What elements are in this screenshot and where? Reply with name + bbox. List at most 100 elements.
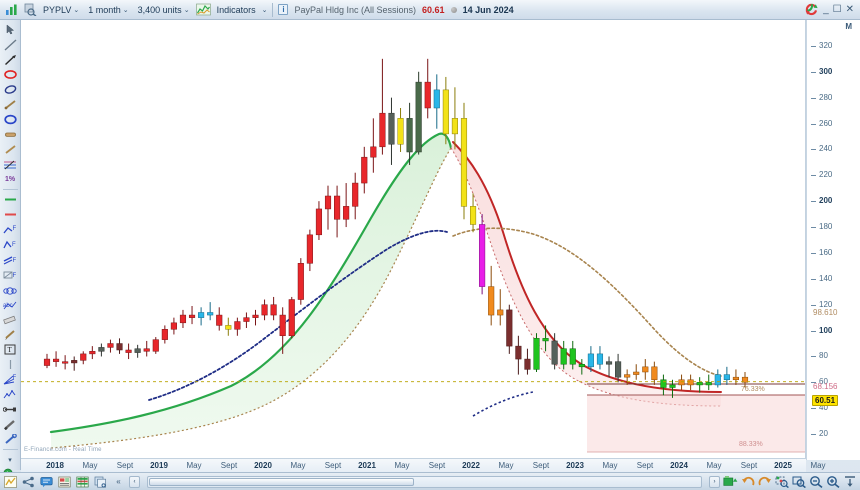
symbol-search-icon[interactable]	[22, 2, 37, 17]
fib-retracement-tool[interactable]	[1, 157, 20, 172]
price-axis[interactable]: M 320 300 280 260 240 220 200 180 160 140 120 100 80…	[806, 20, 860, 460]
chevron-down-icon[interactable]: ⌄	[261, 6, 268, 14]
candle-body	[633, 371, 640, 375]
horizontal-scrollbar[interactable]	[147, 475, 702, 488]
scroll-right-button[interactable]: ›	[709, 475, 720, 488]
candle-body	[370, 146, 377, 158]
zoom-region-icon[interactable]	[791, 475, 806, 489]
gann-f-tool[interactable]: F	[1, 267, 20, 282]
zoom-select-icon[interactable]	[774, 475, 789, 489]
info-icon[interactable]: i	[278, 4, 289, 15]
price-tick-mark	[811, 201, 816, 203]
anchor-tool[interactable]	[1, 402, 20, 417]
ma-navy-dotted-curve	[148, 229, 448, 401]
candle-body	[479, 224, 486, 287]
channel-f-tool[interactable]: F	[1, 252, 20, 267]
undo-icon[interactable]	[740, 475, 755, 489]
date-axis-month-label: May	[706, 461, 722, 470]
pencil-tool[interactable]	[1, 327, 20, 342]
fib-fan-tool[interactable]: F	[1, 372, 20, 387]
cursor-tool[interactable]	[1, 22, 20, 37]
date-axis-year-label: 2025	[774, 461, 792, 470]
table-icon[interactable]	[75, 475, 90, 489]
ray-tool[interactable]	[1, 97, 20, 112]
price-tick-mark	[811, 123, 816, 125]
candle-body	[488, 286, 495, 316]
indicators-menu[interactable]: Indicators	[214, 4, 259, 16]
candle-body	[179, 314, 187, 324]
circle-blue-tool[interactable]	[1, 112, 20, 127]
scrollbar-thumb[interactable]	[149, 477, 415, 486]
wrench-tool[interactable]	[1, 432, 20, 447]
ellipse-red-tool[interactable]	[1, 67, 20, 82]
collapse-toolbar-button[interactable]: «	[116, 477, 121, 486]
fork-f2-tool[interactable]: F	[1, 237, 20, 252]
candle-body	[225, 325, 232, 330]
candle-body	[288, 299, 295, 337]
candle-body	[524, 358, 531, 370]
green-line-tool[interactable]	[1, 192, 20, 207]
candle-body	[506, 309, 513, 347]
minimize-button[interactable]: _	[823, 4, 829, 15]
percent-tool[interactable]: 1%	[4, 176, 16, 183]
date-axis-month-label: May	[602, 461, 618, 470]
price-tick-label: 140	[819, 273, 833, 283]
candle-body	[134, 348, 141, 353]
candle-body	[469, 206, 477, 225]
rectangle-tan-tool[interactable]	[1, 127, 20, 142]
redo-icon[interactable]	[757, 475, 772, 489]
more-tools-button[interactable]: ▾	[8, 456, 12, 464]
elliott-wave-tool[interactable]	[1, 387, 20, 402]
symbol-selector[interactable]: PYPLV ⌄	[40, 4, 82, 16]
vertical-line-tool[interactable]	[1, 357, 20, 372]
ma-green-cloud	[49, 132, 453, 449]
candle-body	[243, 317, 250, 322]
cycles-tool[interactable]	[1, 282, 20, 297]
copy-icon[interactable]	[93, 475, 108, 489]
candle-body	[125, 349, 132, 353]
candle-body	[234, 321, 241, 330]
abc-tool[interactable]: abc	[1, 297, 20, 312]
palette-divider	[2, 189, 18, 190]
zoom-in-icon[interactable]	[825, 475, 840, 489]
arrow-tool[interactable]	[1, 52, 20, 67]
segment-tool[interactable]	[1, 142, 20, 157]
price-tick-label: 100	[819, 325, 833, 335]
text-tool[interactable]: T	[1, 342, 20, 357]
brush-tool[interactable]	[1, 417, 20, 432]
watermark-text: E-Finance.com - Real Time	[24, 447, 102, 453]
red-line-tool[interactable]	[1, 207, 20, 222]
price-chart-canvas[interactable]: 76.33% 88.33%	[21, 20, 806, 460]
export-icon[interactable]	[723, 475, 738, 489]
fit-to-window-icon[interactable]	[842, 475, 857, 489]
chevron-down-icon: ⌄	[183, 6, 190, 14]
interval-selector[interactable]: 1 month ⌄	[85, 4, 131, 16]
maximize-button[interactable]: ☐	[832, 4, 842, 15]
ruler-tool[interactable]	[1, 312, 20, 327]
indicators-icon[interactable]	[195, 2, 211, 17]
candle-body	[587, 353, 594, 368]
fib-label-lower: 88.33%	[739, 441, 763, 448]
fib-98-label: 98.610	[813, 308, 838, 317]
refresh-icon[interactable]	[804, 2, 819, 17]
candle-body	[424, 81, 431, 109]
chart-icon[interactable]	[3, 475, 18, 489]
scroll-left-button[interactable]: ‹	[129, 475, 140, 488]
fork-f-tool[interactable]: F	[1, 222, 20, 237]
chart-type-icon[interactable]	[4, 2, 19, 17]
candle-body	[161, 329, 168, 340]
units-selector[interactable]: 3,400 units ⌄	[135, 4, 193, 16]
date-axis[interactable]: 2018 May Sept 2019 May Sept 2020 May Sept 2021 May…	[21, 458, 826, 472]
comment-icon[interactable]	[39, 475, 54, 489]
close-button[interactable]: ✕	[845, 4, 854, 15]
news-icon[interactable]	[57, 475, 72, 489]
zoom-out-icon[interactable]	[808, 475, 823, 489]
ellipse-rotated-tool[interactable]	[1, 82, 20, 97]
ma-navy-dotted-lower	[472, 391, 534, 417]
candle-body	[306, 234, 313, 264]
share-icon[interactable]	[21, 475, 36, 489]
date-axis-year-label: 2024	[670, 461, 688, 470]
trendline-tool[interactable]	[1, 37, 20, 52]
date-axis-year-label: 2023	[566, 461, 584, 470]
candle-body	[89, 351, 96, 355]
